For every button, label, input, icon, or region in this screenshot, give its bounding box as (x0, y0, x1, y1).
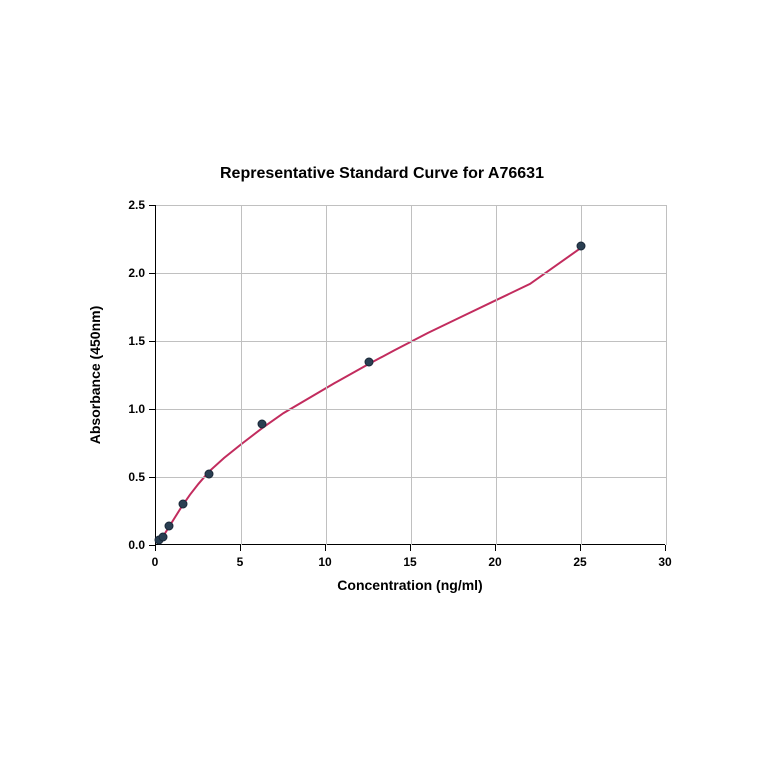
y-tick-label: 0.5 (120, 470, 145, 484)
grid-line-horizontal (156, 341, 666, 342)
x-tick (155, 545, 156, 551)
y-axis-label: Absorbance (450nm) (87, 306, 103, 444)
x-tick (240, 545, 241, 551)
x-tick (665, 545, 666, 551)
grid-line-vertical (241, 205, 242, 545)
x-axis-label: Concentration (ng/ml) (337, 577, 482, 593)
x-tick-label: 20 (488, 555, 501, 569)
grid-line-horizontal (156, 273, 666, 274)
y-tick-label: 1.0 (120, 402, 145, 416)
data-point (364, 358, 373, 367)
grid-line-vertical (581, 205, 582, 545)
x-tick-label: 0 (152, 555, 159, 569)
y-tick-label: 1.5 (120, 334, 145, 348)
y-tick (149, 341, 155, 342)
data-point (205, 470, 214, 479)
plot-area (155, 205, 665, 545)
y-tick (149, 205, 155, 206)
y-tick (149, 545, 155, 546)
grid-line-vertical (411, 205, 412, 545)
x-tick-label: 5 (237, 555, 244, 569)
x-tick-label: 10 (318, 555, 331, 569)
y-tick-label: 0.0 (120, 538, 145, 552)
x-tick (325, 545, 326, 551)
data-point (178, 500, 187, 509)
y-tick-label: 2.5 (120, 198, 145, 212)
data-point (165, 521, 174, 530)
y-tick-label: 2.0 (120, 266, 145, 280)
y-tick (149, 409, 155, 410)
grid-line-horizontal (156, 409, 666, 410)
grid-line-vertical (326, 205, 327, 545)
grid-line-vertical (666, 205, 667, 545)
grid-line-horizontal (156, 477, 666, 478)
x-tick (410, 545, 411, 551)
y-tick (149, 273, 155, 274)
grid-line-vertical (496, 205, 497, 545)
x-tick (495, 545, 496, 551)
chart-title: Representative Standard Curve for A76631 (0, 165, 764, 183)
data-point (158, 532, 167, 541)
x-tick-label: 30 (658, 555, 671, 569)
x-tick (580, 545, 581, 551)
x-tick-label: 25 (573, 555, 586, 569)
data-point (577, 242, 586, 251)
x-tick-label: 15 (403, 555, 416, 569)
grid-line-horizontal (156, 205, 666, 206)
data-point (258, 419, 267, 428)
y-tick (149, 477, 155, 478)
